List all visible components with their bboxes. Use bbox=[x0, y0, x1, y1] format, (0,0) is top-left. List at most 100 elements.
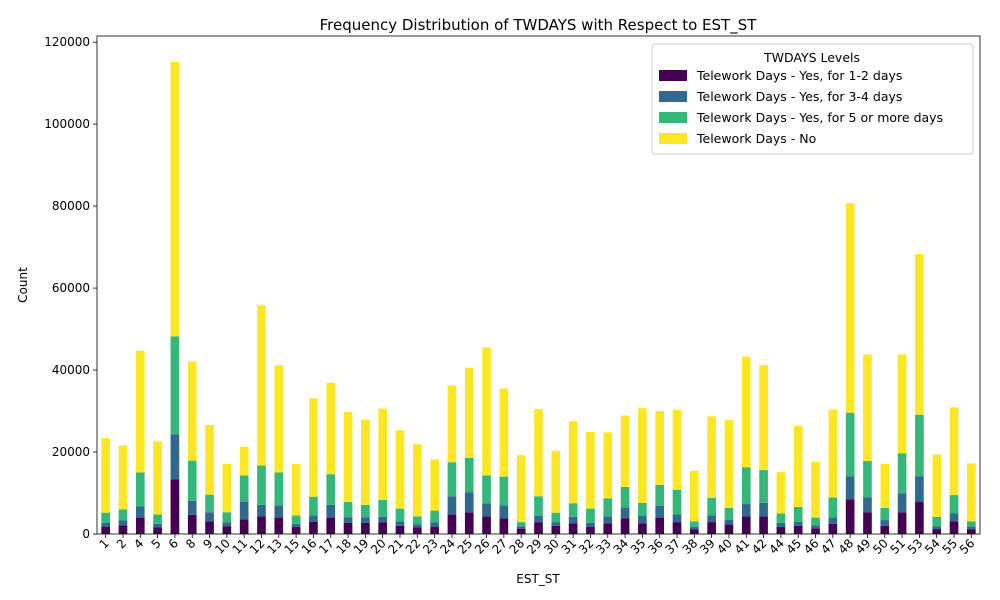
bar-segment-51-series-2 bbox=[897, 493, 907, 513]
bar-segment-1-series-4 bbox=[101, 438, 110, 513]
bar-segment-19-series-2 bbox=[361, 517, 370, 523]
bar-segment-26-series-1 bbox=[482, 516, 491, 534]
bar-segment-10-series-4 bbox=[222, 463, 232, 513]
bar-segment-34-series-2 bbox=[620, 507, 630, 519]
bars-layer bbox=[101, 61, 976, 534]
bar-segment-19-series-1 bbox=[361, 522, 370, 534]
bar-segment-5-series-3 bbox=[153, 514, 162, 524]
bar-segment-40-series-2 bbox=[724, 519, 734, 525]
bar-segment-37-series-3 bbox=[672, 489, 682, 515]
y-tick-label: 120000 bbox=[44, 35, 90, 49]
bar-segment-5-series-1 bbox=[153, 527, 162, 534]
bar-segment-36-series-2 bbox=[655, 505, 665, 518]
bar-segment-50-series-2 bbox=[880, 520, 890, 526]
bar-segment-54-series-3 bbox=[932, 516, 942, 527]
bar-segment-15-series-4 bbox=[291, 463, 301, 516]
bar-segment-32-series-2 bbox=[586, 522, 595, 528]
bar-segment-30-series-1 bbox=[551, 525, 561, 534]
bar-segment-6-series-1 bbox=[170, 479, 180, 534]
bar-segment-27-series-4 bbox=[499, 388, 509, 477]
bar-segment-53-series-1 bbox=[915, 502, 924, 534]
bar-segment-28-series-3 bbox=[516, 522, 526, 527]
bar-segment-38-series-4 bbox=[690, 470, 699, 522]
bar-segment-28-series-4 bbox=[516, 455, 526, 523]
bar-segment-37-series-2 bbox=[672, 514, 682, 523]
bar-segment-10-series-2 bbox=[222, 522, 232, 527]
bar-segment-13-series-3 bbox=[274, 472, 284, 506]
bar-segment-4-series-1 bbox=[135, 517, 145, 534]
bar-segment-18-series-1 bbox=[343, 522, 353, 534]
bar-segment-25-series-4 bbox=[464, 367, 474, 458]
bar-segment-51-series-3 bbox=[897, 453, 907, 494]
bar-segment-39-series-1 bbox=[707, 522, 716, 534]
bar-segment-55-series-2 bbox=[949, 513, 959, 522]
bar-segment-8-series-3 bbox=[187, 460, 197, 501]
legend: TWDAYS Levels Telework Days - Yes, for 1… bbox=[651, 43, 974, 155]
bar-segment-16-series-3 bbox=[309, 496, 318, 516]
bar-segment-37-series-4 bbox=[672, 409, 682, 490]
bar-segment-17-series-1 bbox=[326, 517, 336, 534]
bar-segment-16-series-1 bbox=[309, 521, 318, 534]
bar-segment-53-series-2 bbox=[915, 476, 924, 503]
bar-segment-49-series-2 bbox=[863, 497, 872, 513]
bar-segment-34-series-1 bbox=[620, 518, 630, 534]
bar-segment-15-series-2 bbox=[291, 523, 301, 528]
bar-segment-23-series-3 bbox=[430, 510, 439, 523]
bar-segment-39-series-4 bbox=[707, 416, 716, 498]
bar-segment-24-series-2 bbox=[447, 496, 457, 515]
bar-segment-53-series-3 bbox=[915, 414, 924, 477]
plot-frame bbox=[96, 35, 981, 535]
bar-segment-46-series-3 bbox=[811, 517, 820, 526]
bar-segment-54-series-2 bbox=[932, 526, 942, 530]
bar-segment-1-series-1 bbox=[101, 526, 110, 534]
bar-segment-31-series-1 bbox=[568, 523, 578, 534]
bar-segment-11-series-2 bbox=[239, 501, 249, 520]
bar-segment-31-series-2 bbox=[568, 516, 578, 524]
bar-segment-17-series-4 bbox=[326, 382, 336, 475]
bar-segment-23-series-4 bbox=[430, 459, 439, 511]
bar-segment-6-series-4 bbox=[170, 61, 180, 337]
y-tick-label: 60000 bbox=[52, 281, 90, 295]
bar-segment-18-series-2 bbox=[343, 517, 353, 523]
bar-segment-29-series-4 bbox=[534, 408, 543, 497]
y-axis: 0 20000 40000 60000 80000 100000 120000 bbox=[44, 35, 97, 541]
bar-segment-48-series-3 bbox=[845, 412, 855, 477]
bar-segment-34-series-3 bbox=[620, 486, 630, 508]
bar-segment-33-series-1 bbox=[603, 523, 613, 534]
bar-segment-21-series-4 bbox=[395, 430, 405, 509]
bar-segment-49-series-4 bbox=[863, 354, 872, 462]
bar-segment-4-series-4 bbox=[135, 350, 145, 473]
bar-segment-39-series-3 bbox=[707, 497, 716, 516]
bar-segment-11-series-3 bbox=[239, 475, 249, 502]
bar-segment-42-series-1 bbox=[759, 516, 768, 534]
bar-segment-29-series-1 bbox=[534, 522, 543, 534]
y-tick-label: 20000 bbox=[52, 445, 90, 459]
bar-segment-32-series-3 bbox=[586, 508, 595, 523]
bar-segment-8-series-1 bbox=[187, 514, 197, 534]
bar-segment-9-series-4 bbox=[205, 424, 214, 495]
bar-segment-41-series-4 bbox=[741, 356, 751, 468]
bar-segment-8-series-4 bbox=[187, 361, 197, 461]
bar-segment-48-series-4 bbox=[845, 203, 855, 413]
bar-segment-2-series-3 bbox=[118, 509, 128, 521]
bar-segment-41-series-3 bbox=[741, 467, 751, 505]
bar-segment-45-series-4 bbox=[793, 425, 803, 507]
bar-segment-27-series-1 bbox=[499, 518, 509, 534]
y-axis-label: Count bbox=[16, 267, 30, 303]
legend-entries: Telework Days - Yes, for 1-2 days Telewor… bbox=[659, 68, 943, 146]
bar-segment-31-series-4 bbox=[568, 421, 578, 504]
bar-segment-55-series-4 bbox=[949, 407, 959, 496]
bar-segment-51-series-1 bbox=[897, 512, 907, 534]
bar-segment-32-series-4 bbox=[586, 431, 595, 509]
bar-segment-41-series-1 bbox=[741, 516, 751, 534]
bar-segment-24-series-3 bbox=[447, 462, 457, 497]
legend-entry-label: Telework Days - Yes, for 1-2 days bbox=[696, 68, 902, 83]
y-tick-label: 0 bbox=[82, 527, 90, 541]
legend-swatch bbox=[659, 91, 687, 102]
bar-segment-2-series-2 bbox=[118, 520, 128, 526]
bar-segment-33-series-3 bbox=[603, 498, 613, 517]
bar-segment-48-series-1 bbox=[845, 499, 855, 534]
legend-entry-label: Telework Days - No bbox=[696, 131, 816, 146]
bar-segment-34-series-4 bbox=[620, 415, 630, 487]
